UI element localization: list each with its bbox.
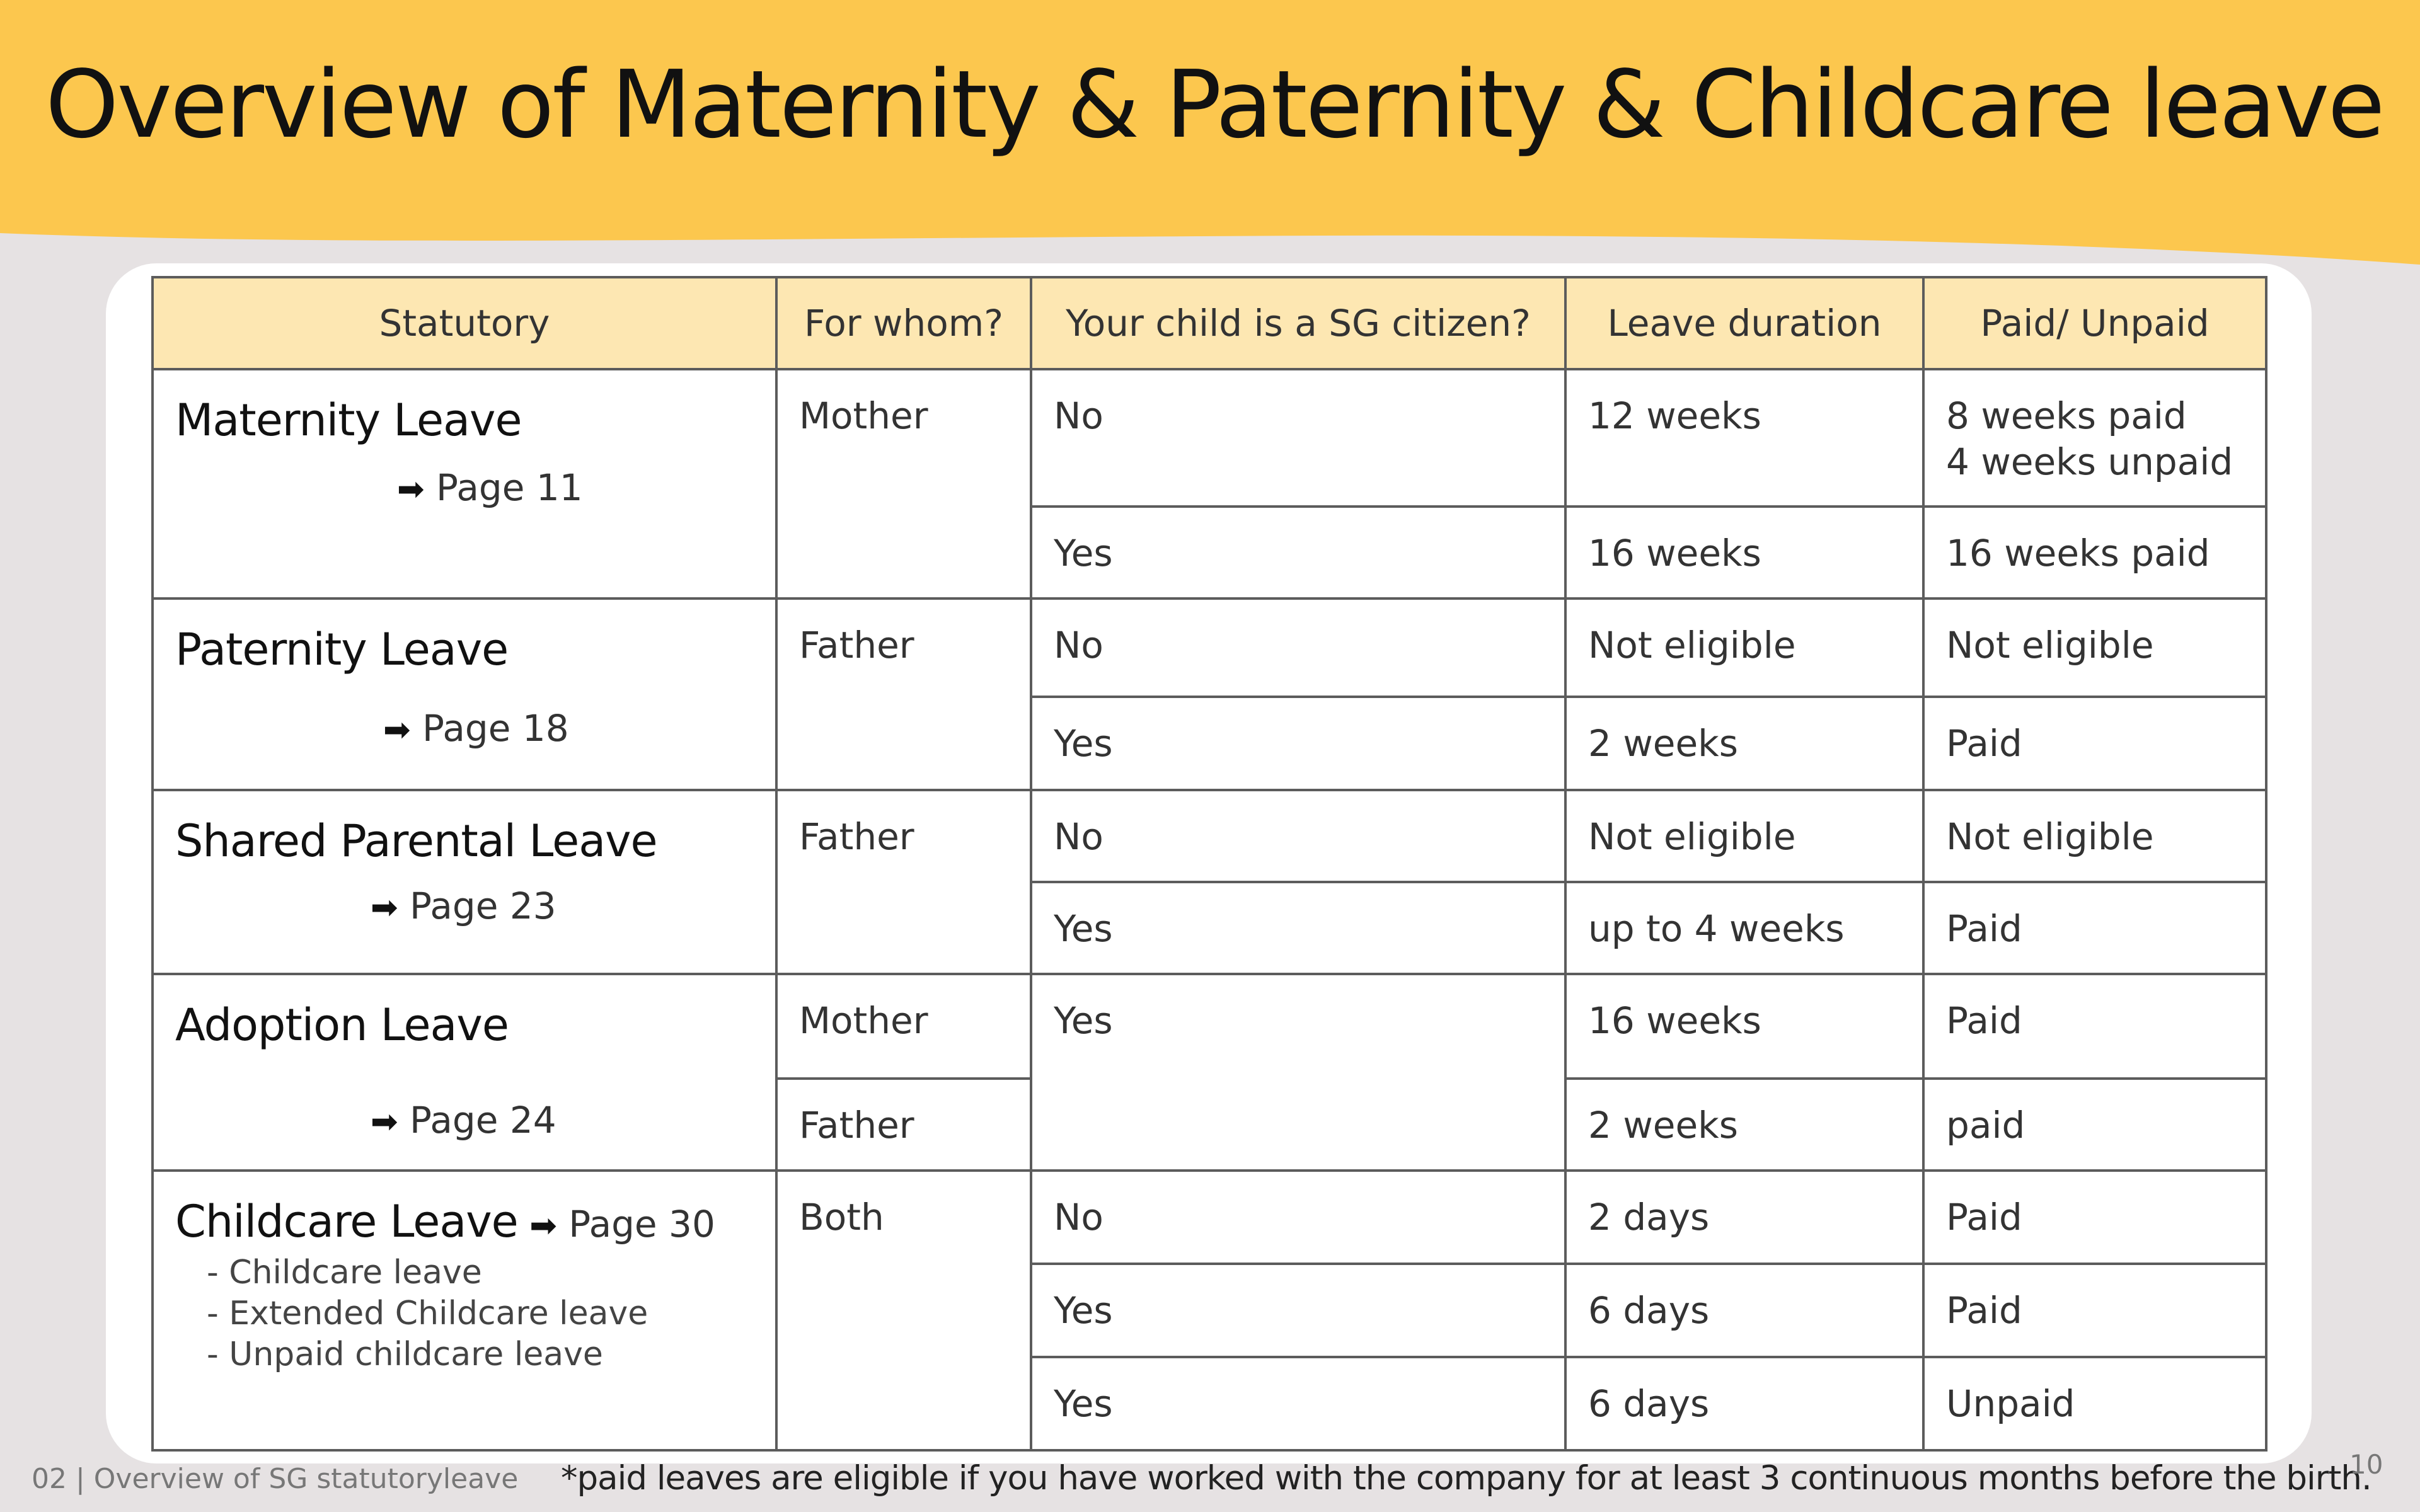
pay-cell: 8 weeks paid 4 weeks unpaid: [1922, 368, 2267, 508]
adoption-leave-name: Adoption Leave: [175, 999, 509, 1051]
pay-cell: paid: [1922, 1077, 2267, 1172]
citizen-cell: Yes: [1030, 973, 1567, 1172]
header-banner: [0, 0, 2420, 265]
duration-cell: 12 weeks: [1564, 368, 1925, 508]
pay-cell: Not eligible: [1922, 597, 2267, 698]
citizen-cell: No: [1030, 597, 1567, 698]
whom-cell: Mother: [775, 973, 1032, 1080]
duration-cell: 6 days: [1564, 1356, 1925, 1452]
whom-cell: Father: [775, 789, 1032, 975]
right-arrow-icon: ➡: [397, 470, 425, 508]
table-row-adoption-father: Father 2 weeks paid: [153, 1077, 2267, 1172]
statutory-cell-childcare: Childcare Leave ➡ Page 30 - Childcare le…: [151, 1169, 778, 1452]
right-arrow-icon: ➡: [371, 1102, 398, 1141]
duration-cell: 6 days: [1564, 1263, 1925, 1358]
childcare-heading: Childcare Leave ➡ Page 30: [175, 1194, 775, 1250]
header-for-whom: For whom?: [775, 276, 1032, 370]
header-statutory: Statutory: [151, 276, 778, 370]
pay-cell: Not eligible: [1922, 789, 2267, 883]
page-number: 10: [2349, 1449, 2383, 1480]
duration-cell: 2 weeks: [1564, 696, 1925, 791]
adoption-page-label: Page 24: [410, 1098, 556, 1142]
citizen-cell: Yes: [1030, 696, 1567, 791]
leave-overview-table: Statutory For whom? Your child is a SG c…: [151, 276, 2267, 1452]
pay-cell: Paid: [1922, 1263, 2267, 1358]
table-row-shared-no: Shared Parental Leave ➡ Page 23 Father N…: [151, 789, 2267, 975]
pay-cell: 16 weeks paid: [1922, 505, 2267, 600]
statutory-cell-maternity: Maternity Leave ➡ Page 11: [151, 368, 778, 600]
pay-cell: Paid: [1922, 881, 2267, 975]
pay-cell: Paid: [1922, 1169, 2267, 1265]
pay-cell: Paid: [1922, 696, 2267, 791]
duration-cell: Not eligible: [1564, 597, 1925, 698]
table-row-paternity-yes: Yes 2 weeks Paid: [153, 696, 2267, 791]
page-title: Overview of Maternity & Paternity & Chil…: [45, 50, 2385, 159]
whom-cell: Father: [775, 597, 1032, 791]
right-arrow-icon: ➡: [371, 888, 398, 927]
whom-cell: Both: [775, 1169, 1032, 1452]
adoption-page-link[interactable]: ➡ Page 24: [371, 1097, 775, 1143]
table-row-childcare-yes-unpaid: Yes 6 days Unpaid: [153, 1356, 2267, 1452]
list-item: - Childcare leave: [207, 1253, 482, 1292]
citizen-cell: No: [1030, 789, 1567, 883]
right-arrow-icon: ➡: [383, 711, 411, 749]
duration-cell: 16 weeks: [1564, 505, 1925, 600]
whom-cell: Father: [775, 1077, 1032, 1172]
table-row-shared-yes: Yes up to 4 weeks Paid: [153, 881, 2267, 975]
paternity-page-link[interactable]: ➡ Page 18: [383, 706, 775, 752]
whom-cell: Mother: [775, 368, 1032, 600]
header-paid-unpaid: Paid/ Unpaid: [1922, 276, 2267, 370]
pay-cell: Paid: [1922, 973, 2267, 1080]
duration-cell: 16 weeks: [1564, 973, 1925, 1080]
table-row-adoption-mother: Adoption Leave ➡ Page 24 Mother Yes 16 w…: [151, 973, 2267, 1172]
table-row-paternity-no: Paternity Leave ➡ Page 18 Father No Not …: [151, 597, 2267, 791]
maternity-page-link[interactable]: ➡ Page 11: [397, 465, 775, 511]
pay-line: 4 weeks unpaid: [1946, 440, 2233, 483]
footer-section-label: 02 | Overview of SG statutoryleave: [32, 1463, 519, 1495]
citizen-cell: No: [1030, 368, 1567, 508]
list-item: - Unpaid childcare leave: [207, 1335, 603, 1373]
childcare-leave-name: Childcare Leave: [175, 1196, 519, 1247]
eligibility-footnote: *paid leaves are eligible if you have wo…: [561, 1459, 2372, 1498]
banner-shape: [0, 0, 2420, 265]
paternity-page-label: Page 18: [422, 706, 569, 750]
right-arrow-icon: ➡: [529, 1207, 557, 1245]
paternity-leave-name: Paternity Leave: [175, 624, 509, 675]
citizen-cell: Yes: [1030, 881, 1567, 975]
table-row-childcare-no: Childcare Leave ➡ Page 30 - Childcare le…: [151, 1169, 2267, 1452]
duration-cell: 2 weeks: [1564, 1077, 1925, 1172]
table-row-maternity-yes: Yes 16 weeks 16 weeks paid: [153, 505, 2267, 600]
childcare-page-label: Page 30: [568, 1203, 715, 1246]
citizen-cell: Yes: [1030, 1356, 1567, 1452]
pay-cell: Unpaid: [1922, 1356, 2267, 1452]
maternity-page-label: Page 11: [436, 466, 583, 509]
duration-cell: Not eligible: [1564, 789, 1925, 883]
list-item: - Extended Childcare leave: [207, 1294, 648, 1332]
shared-page-label: Page 23: [410, 884, 556, 927]
duration-cell: 2 days: [1564, 1169, 1925, 1265]
statutory-cell-adoption: Adoption Leave ➡ Page 24: [151, 973, 778, 1172]
shared-page-link[interactable]: ➡ Page 23: [371, 883, 775, 929]
shared-leave-name: Shared Parental Leave: [175, 815, 658, 867]
pay-line: 8 weeks paid: [1946, 394, 2187, 437]
childcare-sub-list: - Childcare leave - Extended Childcare l…: [175, 1252, 775, 1375]
header-sg-citizen: Your child is a SG citizen?: [1030, 276, 1567, 370]
citizen-cell: Yes: [1030, 1263, 1567, 1358]
header-leave-duration: Leave duration: [1564, 276, 1925, 370]
maternity-leave-name: Maternity Leave: [175, 394, 522, 446]
table-header-row: Statutory For whom? Your child is a SG c…: [151, 276, 2267, 370]
citizen-cell: Yes: [1030, 505, 1567, 600]
statutory-cell-paternity: Paternity Leave ➡ Page 18: [151, 597, 778, 791]
duration-cell: up to 4 weeks: [1564, 881, 1925, 975]
table-row-maternity-no: Maternity Leave ➡ Page 11 Mother No 12 w…: [151, 368, 2267, 600]
statutory-cell-shared: Shared Parental Leave ➡ Page 23: [151, 789, 778, 975]
childcare-page-link[interactable]: ➡ Page 30: [529, 1203, 715, 1246]
citizen-cell: No: [1030, 1169, 1567, 1265]
table-row-childcare-yes-paid: Yes 6 days Paid: [153, 1263, 2267, 1358]
